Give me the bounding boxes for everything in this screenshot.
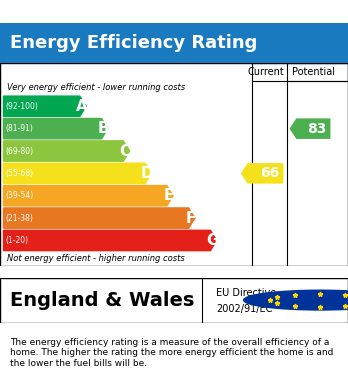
Bar [287, 63, 348, 81]
Polygon shape [242, 164, 283, 183]
Text: The energy efficiency rating is a measure of the overall efficiency of a home. T: The energy efficiency rating is a measur… [10, 338, 334, 368]
Polygon shape [290, 119, 330, 138]
Text: (81-91): (81-91) [5, 124, 33, 133]
Polygon shape [3, 208, 195, 228]
Text: EU Directive: EU Directive [216, 288, 276, 298]
Text: England & Wales: England & Wales [10, 291, 195, 310]
Text: (1-20): (1-20) [5, 236, 28, 245]
Text: A: A [76, 99, 87, 114]
Text: E: E [164, 188, 174, 203]
Text: F: F [185, 211, 196, 226]
Bar [252, 63, 348, 81]
Polygon shape [3, 230, 217, 251]
Polygon shape [3, 186, 173, 206]
Text: (55-68): (55-68) [5, 169, 33, 178]
Text: G: G [206, 233, 219, 248]
Circle shape [244, 290, 348, 310]
Text: (21-38): (21-38) [5, 213, 33, 222]
Text: D: D [141, 166, 153, 181]
Text: Potential: Potential [292, 67, 335, 77]
Text: Very energy efficient - lower running costs: Very energy efficient - lower running co… [7, 83, 185, 93]
Text: Not energy efficient - higher running costs: Not energy efficient - higher running co… [7, 254, 185, 263]
Text: 2002/91/EC: 2002/91/EC [216, 304, 272, 314]
Text: 83: 83 [307, 122, 326, 136]
Text: Current: Current [248, 67, 285, 77]
Text: Energy Efficiency Rating: Energy Efficiency Rating [10, 34, 258, 52]
Polygon shape [3, 96, 86, 117]
Polygon shape [3, 141, 129, 161]
Text: B: B [97, 121, 109, 136]
Text: (92-100): (92-100) [5, 102, 38, 111]
Text: (39-54): (39-54) [5, 191, 33, 200]
Text: C: C [119, 143, 130, 158]
Polygon shape [3, 118, 108, 139]
Text: 66: 66 [260, 166, 279, 180]
Text: (69-80): (69-80) [5, 147, 33, 156]
Polygon shape [3, 163, 151, 183]
